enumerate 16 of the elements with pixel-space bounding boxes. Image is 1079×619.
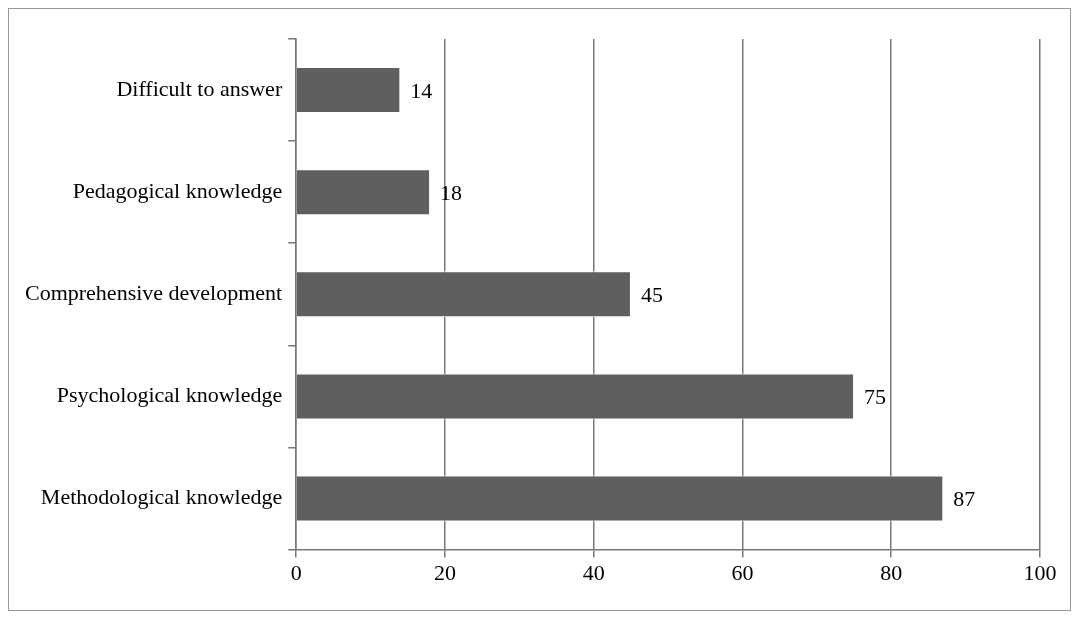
x-tick-label: 20	[433, 559, 456, 585]
x-tick-label: 80	[880, 559, 903, 585]
y-tick-label: Difficult to answer	[116, 75, 283, 101]
y-tick-label: Psychological knowledge	[56, 382, 283, 408]
y-tick-label: Comprehensive development	[24, 280, 283, 306]
x-tick-label: 0	[290, 559, 302, 585]
y-tick-label: Methodological knowledge	[40, 484, 283, 510]
x-tick-label: 60	[731, 559, 754, 585]
data-label: 45	[640, 282, 663, 308]
y-tick-label: Pedagogical knowledge	[72, 177, 283, 203]
data-label: 87	[953, 486, 976, 512]
x-tick-label: 40	[582, 559, 605, 585]
data-label: 75	[864, 384, 887, 410]
data-label: 14	[410, 77, 433, 103]
data-label: 18	[440, 179, 463, 205]
x-tick-label: 100	[1023, 559, 1057, 585]
